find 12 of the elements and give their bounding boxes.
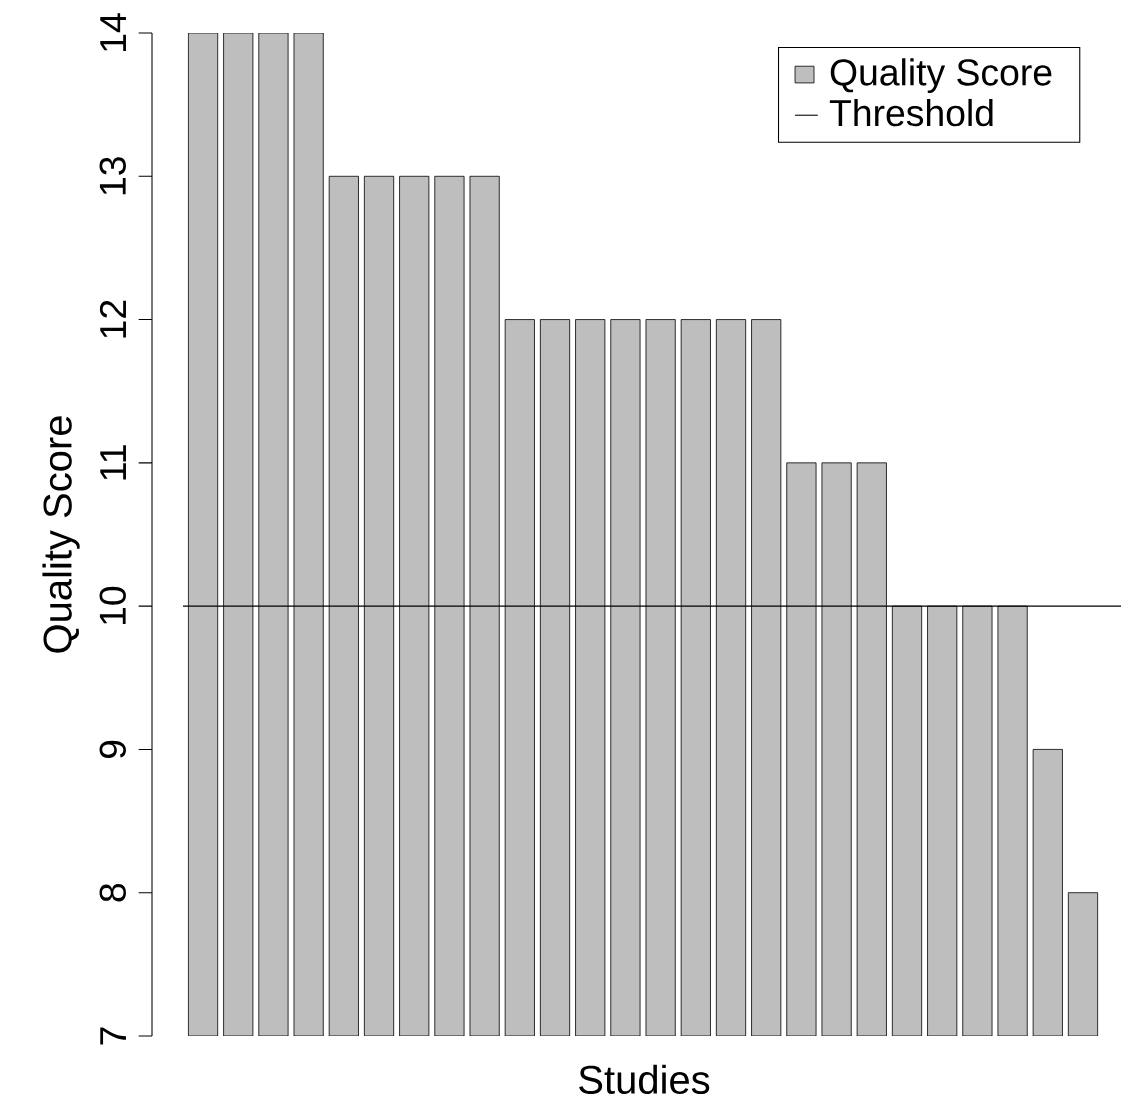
- y-tick-label: 12: [99, 300, 126, 338]
- y-tick-label: 11: [100, 445, 126, 480]
- y-tick-label: 8: [99, 883, 126, 902]
- legend-label: Threshold: [829, 98, 993, 127]
- y-tick-label: 14: [100, 13, 126, 51]
- y-tick-label: 7: [100, 1027, 126, 1045]
- y-tick-label: 13: [99, 157, 126, 195]
- y-tick-label: 10: [99, 586, 126, 625]
- y-tick-label: 9: [99, 740, 126, 759]
- y-axis-title: Quality Score: [42, 416, 80, 653]
- x-axis-title: Studies: [579, 1064, 710, 1095]
- legend-label: Quality Score: [830, 58, 1052, 94]
